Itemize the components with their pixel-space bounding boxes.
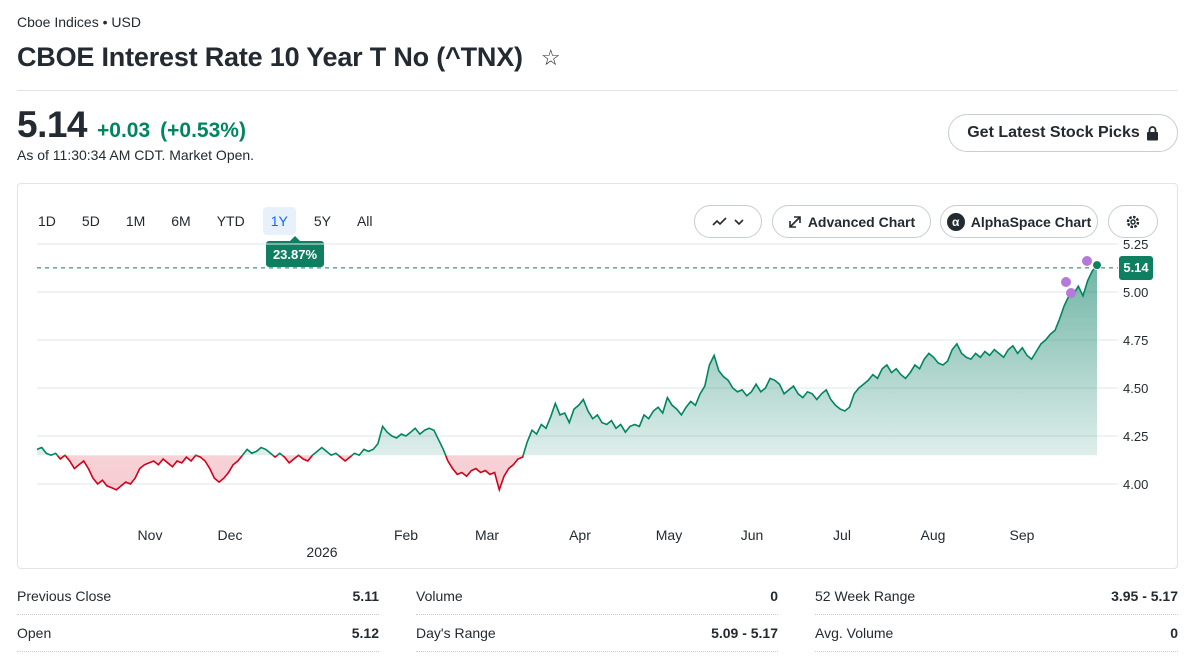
stat-label: Avg. Volume xyxy=(815,625,894,641)
current-price-label: 5.14 xyxy=(1123,260,1149,275)
stat-value: 5.11 xyxy=(352,588,379,604)
gear-icon xyxy=(1126,215,1140,228)
stat-label: Open xyxy=(17,625,52,641)
price-line-up xyxy=(36,264,1098,456)
current-price-dot xyxy=(1092,260,1102,271)
range-1d[interactable]: 1D xyxy=(38,213,56,229)
y-tick-label: 5.00 xyxy=(1123,285,1148,300)
event-marker xyxy=(1061,277,1071,287)
stat-label: Volume xyxy=(416,588,463,604)
stat-label: Previous Close xyxy=(17,588,112,604)
range-6m[interactable]: 6M xyxy=(171,213,191,229)
range-5y[interactable]: 5Y xyxy=(313,213,331,229)
performance-badge: 23.87% xyxy=(266,236,324,267)
alphaspace-logo-icon: α xyxy=(946,212,965,231)
stat-52-week-range: 52 Week Range 3.95 - 5.17 xyxy=(815,578,1178,615)
stat-label: 52 Week Range xyxy=(815,588,916,604)
x-tick-label: May xyxy=(656,527,682,543)
price-chart[interactable]: 5.25 5.00 4.75 4.50 4.25 4.00 Nov Dec Feb Mar Apr M… xyxy=(0,0,1200,570)
range-selector: 1D 5D 1M 6M YTD 1Y 5Y All xyxy=(30,207,391,235)
event-marker xyxy=(1066,288,1076,298)
alphaspace-chart-button[interactable]: α AlphaSpace Chart xyxy=(940,205,1098,238)
x-tick-label: Feb xyxy=(394,527,418,543)
x-tick-label: Dec xyxy=(218,527,243,543)
range-ytd[interactable]: YTD xyxy=(216,213,245,229)
page-title: CBOE Interest Rate 10 Year T No (^TNX) xyxy=(17,42,523,72)
stat-value: 5.12 xyxy=(351,625,379,641)
y-tick-label: 4.75 xyxy=(1123,333,1148,348)
stat-open: Open 5.12 xyxy=(17,615,379,652)
stat-value: 5.09 - 5.17 xyxy=(711,625,778,641)
current-price-badge xyxy=(1119,256,1153,280)
range-5d[interactable]: 5D xyxy=(81,213,100,229)
x-tick-label: Apr xyxy=(569,527,591,543)
x-tick-label: Aug xyxy=(921,527,946,543)
stat-value: 3.95 - 5.17 xyxy=(1111,588,1178,604)
price-row: 5.14 +0.03 (+0.53%) xyxy=(17,104,246,146)
chart-settings-button[interactable] xyxy=(1108,205,1158,238)
y-tick-label: 4.25 xyxy=(1123,429,1148,444)
chart-card xyxy=(17,183,1178,569)
range-1y[interactable]: 1Y xyxy=(262,207,296,235)
y-tick-label: 4.50 xyxy=(1123,381,1148,396)
stat-value: 0 xyxy=(770,588,778,604)
star-icon[interactable]: ☆ xyxy=(540,44,561,70)
range-1m[interactable]: 1M xyxy=(125,213,146,229)
get-stock-picks-label: Get Latest Stock Picks xyxy=(967,124,1140,141)
y-tick-label: 4.00 xyxy=(1123,477,1148,492)
x-tick-label: Jul xyxy=(833,527,851,543)
stat-value: 0 xyxy=(1170,625,1178,641)
stat-days-range: Day's Range 5.09 - 5.17 xyxy=(416,615,778,652)
x-tick-label: Mar xyxy=(475,527,499,543)
x-tick-label: Sep xyxy=(1010,527,1035,543)
last-price: 5.14 xyxy=(17,104,88,145)
price-change: +0.03 xyxy=(97,119,151,142)
divider xyxy=(17,90,1178,91)
chart-type-dropdown[interactable] xyxy=(694,205,762,238)
exchange-label: Cboe Indices • USD xyxy=(17,14,141,30)
line-chart-icon xyxy=(712,216,727,226)
alphaspace-chart-label: AlphaSpace Chart xyxy=(970,213,1092,230)
chevron-down-icon xyxy=(734,218,744,225)
event-marker xyxy=(1082,256,1092,266)
year-label: 2026 xyxy=(306,544,337,560)
stat-avg-volume: Avg. Volume 0 xyxy=(815,615,1178,652)
range-all[interactable]: All xyxy=(356,213,373,229)
stat-previous-close: Previous Close 5.11 xyxy=(17,578,379,615)
x-tick-label: Nov xyxy=(138,527,163,543)
get-stock-picks-button[interactable]: Get Latest Stock Picks xyxy=(948,114,1178,152)
price-line-down xyxy=(48,455,525,493)
y-tick-label: 5.25 xyxy=(1123,237,1148,252)
x-tick-label: Jun xyxy=(741,527,764,543)
advanced-chart-button[interactable]: Advanced Chart xyxy=(772,205,931,238)
stat-label: Day's Range xyxy=(416,625,496,641)
area-fill-up xyxy=(37,265,1097,456)
lock-icon xyxy=(1146,125,1158,140)
price-change-percent: (+0.53%) xyxy=(160,119,246,142)
stat-volume: Volume 0 xyxy=(416,578,778,615)
title-row: CBOE Interest Rate 10 Year T No (^TNX) ☆ xyxy=(17,42,561,73)
advanced-chart-label: Advanced Chart xyxy=(807,213,916,230)
expand-icon xyxy=(789,215,801,228)
market-time: As of 11:30:34 AM CDT. Market Open. xyxy=(17,147,255,163)
